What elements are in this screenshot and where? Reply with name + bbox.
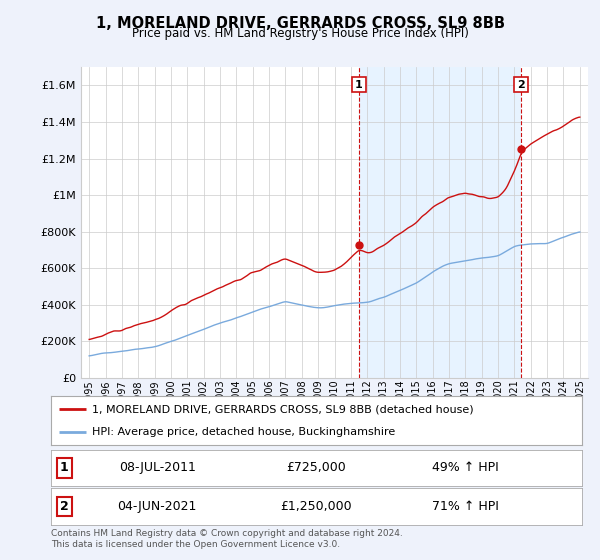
Text: 71% ↑ HPI: 71% ↑ HPI [432, 500, 499, 513]
Text: 2: 2 [60, 500, 68, 513]
Text: 1, MORELAND DRIVE, GERRARDS CROSS, SL9 8BB (detached house): 1, MORELAND DRIVE, GERRARDS CROSS, SL9 8… [92, 404, 474, 414]
Text: Contains HM Land Registry data © Crown copyright and database right 2024.
This d: Contains HM Land Registry data © Crown c… [51, 529, 403, 549]
Text: £1,250,000: £1,250,000 [281, 500, 352, 513]
Text: HPI: Average price, detached house, Buckinghamshire: HPI: Average price, detached house, Buck… [92, 427, 395, 437]
Text: 04-JUN-2021: 04-JUN-2021 [118, 500, 197, 513]
Text: 49% ↑ HPI: 49% ↑ HPI [432, 461, 499, 474]
Bar [359, 67, 521, 378]
Text: £725,000: £725,000 [287, 461, 346, 474]
Text: 1: 1 [60, 461, 68, 474]
Text: 2: 2 [517, 80, 525, 90]
Text: Price paid vs. HM Land Registry's House Price Index (HPI): Price paid vs. HM Land Registry's House … [131, 27, 469, 40]
Text: 1: 1 [355, 80, 363, 90]
Text: 1, MORELAND DRIVE, GERRARDS CROSS, SL9 8BB: 1, MORELAND DRIVE, GERRARDS CROSS, SL9 8… [95, 16, 505, 31]
Text: 08-JUL-2011: 08-JUL-2011 [119, 461, 196, 474]
